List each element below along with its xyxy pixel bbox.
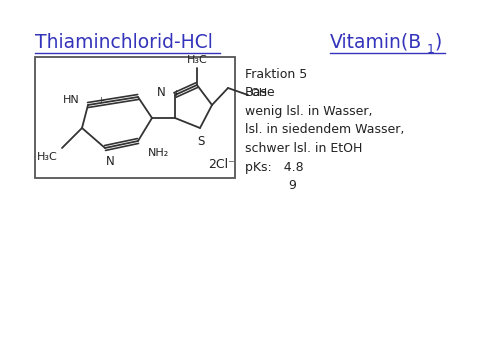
Text: 9: 9 bbox=[245, 179, 297, 192]
Bar bbox=[35, 57, 235, 178]
Text: pKs:   4.8: pKs: 4.8 bbox=[245, 161, 304, 174]
Text: Base: Base bbox=[245, 86, 276, 100]
Text: wenig lsl. in Wasser,: wenig lsl. in Wasser, bbox=[245, 105, 372, 118]
Text: Vitamin(B: Vitamin(B bbox=[330, 33, 422, 52]
Text: OH: OH bbox=[250, 88, 267, 98]
Text: 1: 1 bbox=[427, 43, 435, 56]
Text: Thiaminchlorid-HCl: Thiaminchlorid-HCl bbox=[35, 33, 213, 52]
Text: ): ) bbox=[435, 33, 442, 52]
Text: +: + bbox=[172, 89, 179, 98]
Text: NH₂: NH₂ bbox=[148, 148, 169, 158]
Text: +: + bbox=[97, 96, 104, 105]
Text: schwer lsl. in EtOH: schwer lsl. in EtOH bbox=[245, 142, 362, 155]
Text: H₃C: H₃C bbox=[186, 55, 208, 65]
Text: lsl. in siedendem Wasser,: lsl. in siedendem Wasser, bbox=[245, 124, 404, 137]
Text: S: S bbox=[198, 135, 204, 148]
Text: N: N bbox=[157, 86, 166, 100]
Text: HN: HN bbox=[63, 95, 80, 105]
Text: Fraktion 5: Fraktion 5 bbox=[245, 68, 307, 81]
Text: N: N bbox=[106, 155, 114, 168]
Text: H₃C: H₃C bbox=[37, 152, 58, 162]
Text: 2Cl⁻: 2Cl⁻ bbox=[208, 158, 235, 172]
